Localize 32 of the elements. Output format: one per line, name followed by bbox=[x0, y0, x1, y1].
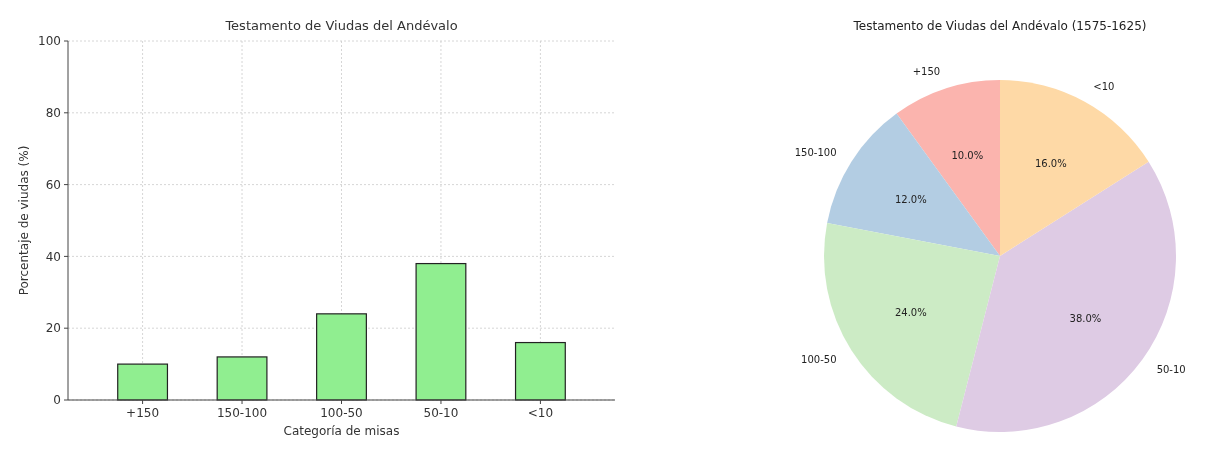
slice-label: 50-10 bbox=[1156, 364, 1186, 376]
x-tick-label: +150 bbox=[126, 406, 160, 420]
slice-label: +150 bbox=[912, 66, 941, 78]
bar bbox=[514, 341, 566, 401]
chart-title: Testamento de Viudas del Andévalo bbox=[224, 18, 458, 33]
y-axis-title: Porcentaje de viudas (%) bbox=[17, 145, 31, 296]
bar bbox=[415, 262, 467, 401]
x-tick-label: 100-50 bbox=[320, 406, 363, 420]
y-tick-label: 20 bbox=[45, 321, 61, 336]
data-label: 38.0% bbox=[1069, 312, 1102, 324]
x-tick-label: 50-10 bbox=[423, 406, 459, 420]
slice-label: 150-100 bbox=[794, 146, 837, 158]
y-tick-label: 0 bbox=[53, 393, 61, 408]
bar bbox=[216, 356, 268, 401]
pie-slice bbox=[896, 80, 1000, 256]
x-tick-label: <10 bbox=[527, 406, 554, 420]
slice-label: <10 bbox=[1093, 80, 1115, 92]
bar bbox=[316, 313, 367, 401]
x-tick-label: 150-100 bbox=[216, 406, 268, 420]
pie-slice bbox=[1000, 80, 1149, 256]
slice-label: 100-50 bbox=[801, 354, 837, 366]
data-label: 10.0% bbox=[951, 150, 984, 162]
y-tick-label: 80 bbox=[45, 106, 61, 120]
x-axis-title: Categoría de misas bbox=[283, 424, 400, 438]
y-tick-label: 40 bbox=[45, 249, 61, 264]
bar bbox=[117, 363, 169, 401]
data-label: 16.0% bbox=[1034, 157, 1067, 169]
y-tick-label: 60 bbox=[45, 177, 61, 192]
chart-title: Testamento de Viudas del Andévalo (1575-1625) bbox=[852, 19, 1147, 33]
data-label: 24.0% bbox=[894, 307, 927, 319]
data-label: 12.0% bbox=[894, 193, 927, 205]
y-tick-label: 100 bbox=[38, 34, 61, 49]
